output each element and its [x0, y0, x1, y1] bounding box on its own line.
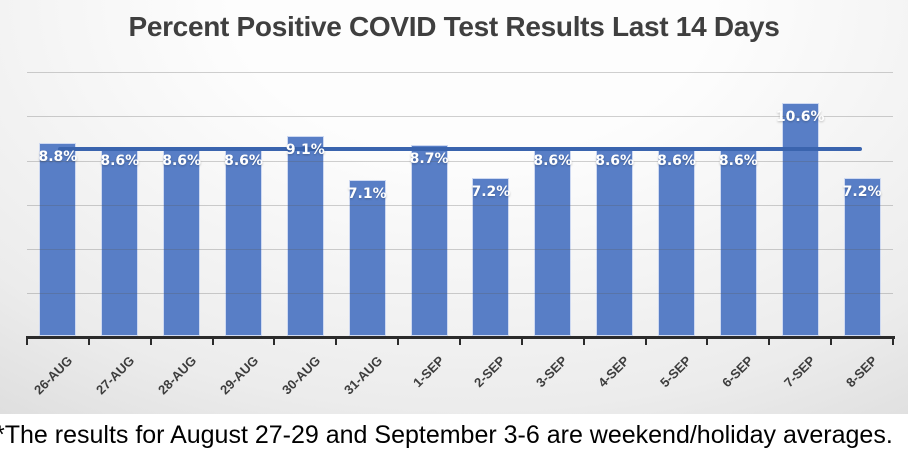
- bar-label: 9.1%: [285, 142, 325, 159]
- bar: [101, 147, 139, 337]
- gridline: [27, 72, 893, 73]
- x-axis-label: 8-SEP: [842, 353, 880, 391]
- footnote-band: *The results for August 27-29 and Septem…: [0, 414, 908, 463]
- bar: [534, 147, 572, 337]
- axis-tick: [459, 339, 461, 345]
- bar-label: 7.2%: [842, 184, 882, 201]
- axis-tick: [582, 339, 585, 345]
- bar: [719, 147, 757, 337]
- bar-label: 7.1%: [347, 186, 387, 203]
- bar: [163, 147, 201, 337]
- chart-title: Percent Positive COVID Test Results Last…: [128, 11, 780, 42]
- axis-tick: [273, 339, 276, 345]
- plot-area: 8.8% 8.6% 8.6% 8.6% 9.1% 7.1% 8.7% 7.2% 8.6% 8.6%…: [26, 72, 895, 398]
- x-axis-label: 29-AUG: [216, 353, 262, 398]
- x-axis-label: 6-SEP: [718, 353, 756, 391]
- bar: [843, 178, 881, 337]
- axis-tick: [644, 339, 647, 345]
- bar: [596, 147, 634, 337]
- bar: [286, 136, 324, 337]
- x-axis-label: 31-AUG: [340, 353, 385, 398]
- axis-tick: [830, 339, 833, 345]
- axis-tick: [211, 339, 214, 345]
- bar: [781, 102, 819, 337]
- bar-label: 8.7%: [409, 151, 449, 167]
- x-axis-label: 5-SEP: [656, 353, 695, 391]
- bar: [225, 147, 262, 337]
- axis-tick: [87, 339, 90, 345]
- bar-label: 8.6%: [533, 153, 573, 170]
- x-axis-label: 2-SEP: [471, 353, 509, 391]
- x-axis-label: 28-AUG: [154, 353, 200, 398]
- chart-canvas: Percent Positive COVID Test Results Last…: [0, 0, 908, 414]
- x-axis-label: 7-SEP: [780, 353, 818, 391]
- axis-tick: [335, 339, 338, 345]
- gridline: [27, 204, 893, 206]
- axis-tick: [26, 339, 28, 345]
- axis-tick: [706, 339, 709, 345]
- axis-tick: [892, 339, 894, 345]
- bar-label: 8.6%: [224, 153, 263, 170]
- gridline: [27, 249, 893, 250]
- bar: [348, 180, 386, 337]
- x-axis-label: 3-SEP: [533, 353, 571, 391]
- x-axis-line: [26, 336, 895, 339]
- bar: [658, 147, 695, 337]
- bar-label: 8.6%: [100, 153, 140, 170]
- axis-tick: [768, 339, 771, 345]
- bar: [472, 178, 510, 337]
- bar-label: 8.8%: [38, 148, 78, 165]
- bar-label: 10.6%: [775, 108, 825, 125]
- gridline: [27, 293, 893, 295]
- average-trend-line: [57, 147, 863, 152]
- bar: [39, 142, 77, 337]
- gridline: [27, 116, 893, 118]
- bar-label: 7.2%: [471, 184, 511, 201]
- gridline: [27, 160, 893, 162]
- x-axis-label: 30-AUG: [278, 353, 323, 398]
- axis-tick: [149, 339, 152, 345]
- x-axis-label: 1-SEP: [409, 353, 447, 391]
- axis-tick: [520, 339, 523, 345]
- x-axis-label: 26-AUG: [31, 353, 76, 398]
- bar-label: 8.6%: [162, 153, 202, 170]
- bar-label: 8.6%: [657, 153, 696, 170]
- axis-tick: [397, 339, 400, 345]
- bar-label: 8.6%: [718, 153, 758, 170]
- x-axis-label: 27-AUG: [93, 353, 138, 398]
- bar: [410, 145, 448, 337]
- footnote-text: *The results for August 27-29 and Septem…: [0, 421, 893, 449]
- x-axis-label: 4-SEP: [595, 353, 633, 391]
- bar-label: 8.6%: [595, 153, 635, 170]
